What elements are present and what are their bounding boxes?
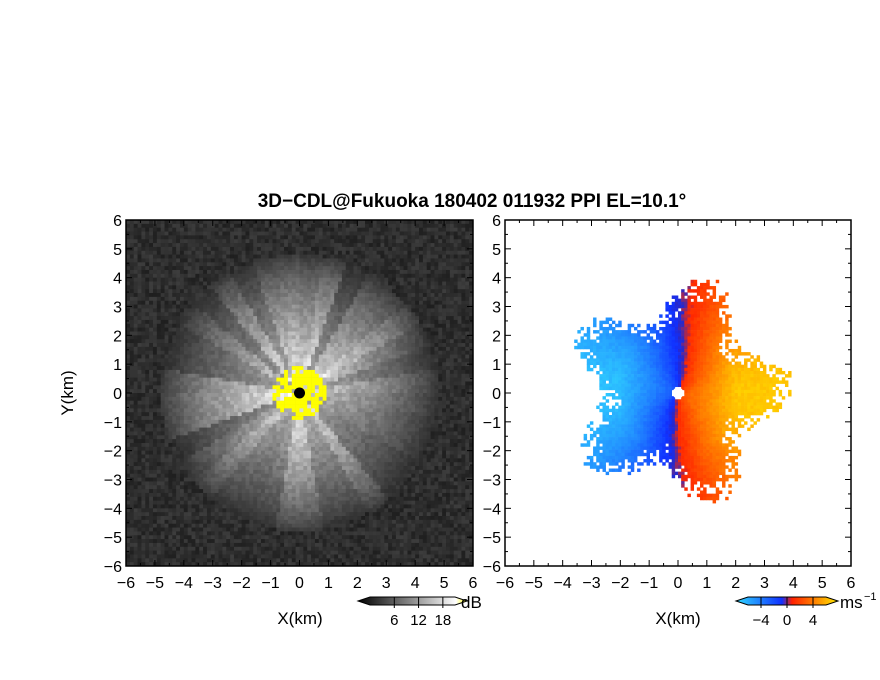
left-y-axis-label: Y(km): [58, 370, 77, 415]
x-tick-label: 6: [847, 575, 856, 592]
colorbar-gradient: [356, 596, 469, 606]
backscatter-cells: [126, 220, 473, 566]
y-tick-label: 0: [492, 386, 501, 403]
x-tick-label: −6: [117, 575, 135, 592]
y-tick-label: 3: [492, 300, 501, 317]
y-tick-label: −1: [483, 415, 501, 432]
y-tick-label: 1: [113, 357, 122, 374]
x-tick-label: 4: [411, 575, 420, 592]
y-tick-label: 4: [492, 271, 501, 288]
x-tick-label: 5: [440, 575, 449, 592]
x-tick-label: 2: [353, 575, 362, 592]
right-colorbar: −4 0 4 ms −1: [734, 591, 877, 629]
y-tick-label: −6: [483, 559, 501, 576]
x-tick-label: 2: [731, 575, 740, 592]
y-tick-label: 4: [113, 271, 122, 288]
x-tick-label: 0: [295, 575, 304, 592]
y-tick-label: −2: [483, 444, 501, 461]
colorbar-tick-label: 0: [783, 612, 791, 629]
y-tick-label: −2: [104, 444, 122, 461]
x-tick-label: 3: [382, 575, 391, 592]
colorbar-tick-label: −4: [752, 612, 769, 629]
y-tick-label: −6: [104, 559, 122, 576]
x-tick-label: 5: [818, 575, 827, 592]
x-tick-label: −2: [611, 575, 629, 592]
x-tick-label: −3: [582, 575, 600, 592]
x-tick-label: 1: [702, 575, 711, 592]
right-panel: −6 −5 −4 −3 −2 −1 0 1 2 3 4 5 6 −6 −5 −4 −3 −2 −1 0 1 2 3 4 5 6 X…: [483, 213, 877, 629]
x-tick-label: −4: [554, 575, 572, 592]
x-tick-label: 3: [760, 575, 769, 592]
right-colorbar-unit-exponent: −1: [864, 591, 877, 603]
y-tick-label: 5: [492, 242, 501, 259]
right-x-axis-label: X(km): [655, 609, 700, 628]
y-tick-label: −3: [104, 473, 122, 490]
left-x-axis-label: X(km): [277, 609, 322, 628]
x-tick-label: 6: [469, 575, 478, 592]
y-tick-label: 0: [113, 386, 122, 403]
right-colorbar-unit: ms: [840, 593, 863, 612]
y-tick-label: −5: [483, 530, 501, 547]
colorbar-tick-label: 4: [809, 612, 817, 629]
x-tick-label: −1: [261, 575, 279, 592]
x-tick-label: 0: [674, 575, 683, 592]
y-tick-label: 6: [113, 213, 122, 230]
velocity-field: [574, 279, 792, 504]
y-tick-label: 5: [113, 242, 122, 259]
x-tick-label: −2: [233, 575, 251, 592]
y-tick-label: 6: [492, 213, 501, 230]
x-tick-label: −4: [175, 575, 193, 592]
x-tick-label: 4: [789, 575, 798, 592]
x-tick-label: −6: [496, 575, 514, 592]
x-tick-label: −1: [640, 575, 658, 592]
y-tick-label: 2: [492, 328, 501, 345]
left-axis-ticks: −6 −5 −4 −3 −2 −1 0 1 2 3 4 5 6 −6 −5 −4 −3 −2 −1 0 1 2 3 4 5 6: [104, 213, 478, 592]
y-tick-label: −4: [483, 501, 501, 518]
left-colorbar: 6 12 18 dB: [356, 593, 482, 629]
colorbar-tick-label: 6: [390, 612, 398, 629]
radar-location-marker: [672, 387, 684, 399]
y-tick-label: −4: [104, 501, 122, 518]
velocity-cells: [574, 279, 792, 504]
y-tick-label: −3: [483, 473, 501, 490]
backscatter-field: [126, 220, 473, 566]
y-tick-label: 2: [113, 328, 122, 345]
y-tick-label: 1: [492, 357, 501, 374]
colorbar-tick-label: 18: [435, 612, 452, 629]
colorbar-tick-label: 12: [410, 612, 427, 629]
x-tick-label: 1: [324, 575, 333, 592]
x-tick-label: −5: [146, 575, 164, 592]
radar-location-marker: [294, 387, 305, 399]
figure-title: 3D−CDL@Fukuoka 180402 011932 PPI EL=10.1…: [258, 191, 687, 212]
y-tick-label: 3: [113, 300, 122, 317]
y-tick-label: −5: [104, 530, 122, 547]
right-axis-ticks: −6 −5 −4 −3 −2 −1 0 1 2 3 4 5 6 −6 −5 −4 −3 −2 −1 0 1 2 3 4 5 6: [483, 213, 856, 592]
x-tick-label: −3: [204, 575, 222, 592]
y-tick-label: −1: [104, 415, 122, 432]
x-tick-label: −5: [525, 575, 543, 592]
left-colorbar-unit: dB: [461, 593, 482, 612]
